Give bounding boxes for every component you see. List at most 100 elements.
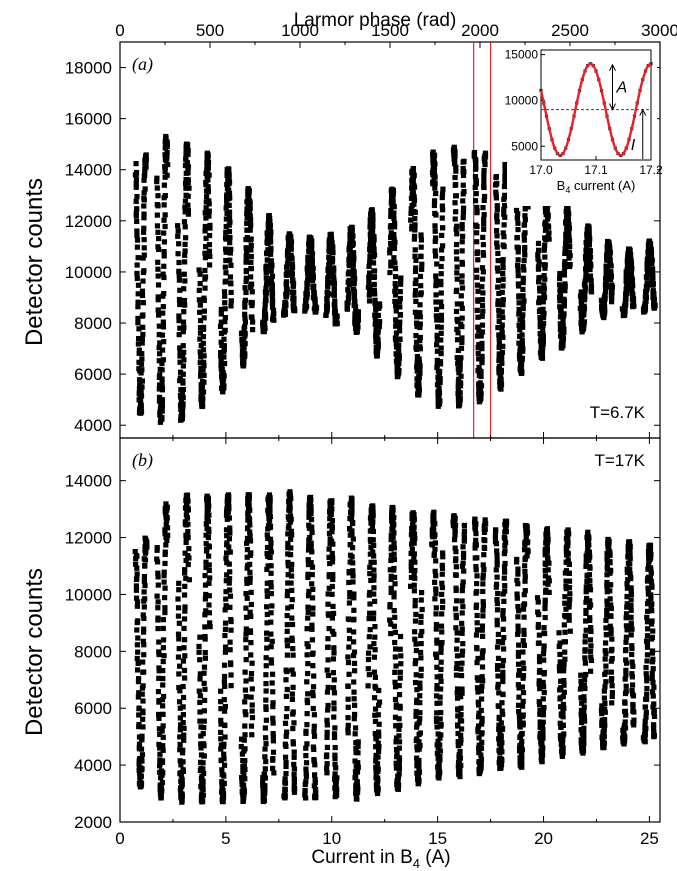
panel-b-point bbox=[461, 568, 467, 574]
panel-b-point bbox=[179, 782, 185, 788]
panel-b-point bbox=[270, 730, 276, 737]
panel-a-point bbox=[325, 284, 331, 290]
panel-b-point bbox=[139, 766, 145, 772]
panel-b-point bbox=[227, 569, 233, 575]
panel-b-point bbox=[305, 562, 312, 568]
panel-a-point bbox=[453, 193, 459, 199]
panel-b-point bbox=[475, 655, 481, 662]
panel-a-y-tick-label: 4000 bbox=[74, 416, 112, 435]
panel-b-point bbox=[139, 752, 146, 758]
panel-a-point bbox=[539, 348, 546, 354]
panel-a-point bbox=[161, 202, 167, 208]
panel-b-point bbox=[139, 736, 145, 742]
panel-a-point bbox=[644, 270, 651, 276]
panel-b-point bbox=[307, 499, 313, 505]
panel-a-point bbox=[458, 293, 464, 299]
panel-b-point bbox=[305, 593, 312, 599]
panel-a-point bbox=[432, 185, 438, 191]
panel-a-point bbox=[479, 346, 485, 352]
panel-a-point bbox=[283, 291, 289, 297]
panel-b-point bbox=[349, 531, 355, 538]
panel-a-point bbox=[414, 364, 420, 370]
panel-b-point bbox=[372, 706, 379, 712]
panel-a-point bbox=[417, 273, 424, 279]
panel-b-point bbox=[458, 672, 465, 679]
panel-a-point bbox=[438, 330, 444, 336]
panel-a-point bbox=[370, 254, 377, 260]
panel-a-column bbox=[302, 234, 320, 315]
panel-a-column bbox=[577, 223, 595, 335]
panel-b-point bbox=[305, 609, 311, 615]
panel-a-point bbox=[159, 367, 165, 373]
panel-b-point bbox=[287, 519, 294, 525]
panel-a-point bbox=[409, 223, 415, 229]
panel-a-point bbox=[622, 306, 628, 312]
panel-a-point bbox=[207, 225, 213, 231]
panel-b-point bbox=[222, 683, 228, 689]
panel-a-point bbox=[561, 326, 567, 332]
panel-a-point bbox=[249, 289, 255, 295]
panel-b-point bbox=[418, 619, 424, 625]
panel-a-point bbox=[452, 216, 458, 222]
panel-a-point bbox=[161, 249, 167, 255]
panel-b-point bbox=[288, 536, 294, 542]
panel-b-point bbox=[502, 588, 508, 594]
panel-b-point bbox=[412, 636, 418, 642]
panel-b-point bbox=[493, 581, 500, 587]
panel-a-point bbox=[474, 282, 481, 288]
panel-b-point bbox=[159, 728, 165, 734]
panel-a-point bbox=[133, 184, 139, 190]
panel-a-point bbox=[133, 171, 139, 178]
panel-a-point bbox=[455, 330, 461, 336]
panel-b-point bbox=[134, 655, 140, 662]
panel-a-point bbox=[516, 308, 522, 314]
panel-a-point bbox=[368, 207, 375, 214]
panel-b-point bbox=[331, 734, 338, 741]
panel-a-point bbox=[536, 279, 542, 285]
panel-b-point bbox=[481, 544, 487, 550]
panel-b-point bbox=[267, 502, 273, 508]
panel-a-point bbox=[292, 308, 298, 314]
panel-a-point bbox=[515, 267, 521, 273]
panel-b-point bbox=[155, 570, 161, 576]
panel-a-point bbox=[136, 326, 142, 332]
panel-a-point bbox=[367, 253, 373, 259]
panel-a-point bbox=[241, 356, 247, 362]
inset-x-axis-title-prefix: B bbox=[557, 178, 566, 193]
panel-a-point bbox=[135, 255, 141, 261]
panel-b-point bbox=[396, 755, 402, 761]
panel-a-point bbox=[202, 274, 209, 280]
panel-a-point bbox=[451, 148, 457, 154]
panel-a-point bbox=[608, 292, 614, 298]
panel-a-point bbox=[557, 304, 563, 310]
panel-b-point bbox=[270, 720, 276, 726]
panel-b-point bbox=[416, 766, 422, 772]
panel-a-point bbox=[500, 261, 506, 267]
panel-a-point bbox=[221, 289, 228, 295]
panel-b-point bbox=[183, 539, 189, 546]
panel-a-point bbox=[461, 158, 467, 164]
panel-b-point bbox=[141, 604, 147, 610]
panel-a-point bbox=[481, 212, 487, 218]
panel-b-point bbox=[155, 617, 161, 623]
panel-b-point bbox=[496, 690, 502, 696]
panel-b-point bbox=[181, 625, 187, 632]
panel-b-point bbox=[177, 734, 183, 740]
panel-b-point bbox=[417, 710, 423, 716]
panel-b-point bbox=[242, 746, 248, 752]
panel-a-point bbox=[284, 279, 290, 285]
panel-b-point bbox=[371, 591, 377, 597]
panel-b-point bbox=[479, 739, 485, 745]
panel-a-point bbox=[644, 280, 650, 286]
panel-b-point bbox=[412, 660, 418, 667]
panel-b-point bbox=[226, 576, 233, 582]
panel-b-point bbox=[265, 535, 271, 542]
panel-a-point bbox=[242, 300, 248, 306]
panel-b-point bbox=[332, 744, 338, 751]
panel-b-point bbox=[310, 605, 316, 611]
panel-b-point bbox=[177, 705, 183, 711]
panel-b-point bbox=[391, 594, 397, 600]
panel-b-point bbox=[453, 672, 460, 678]
panel-a-point bbox=[241, 338, 247, 344]
